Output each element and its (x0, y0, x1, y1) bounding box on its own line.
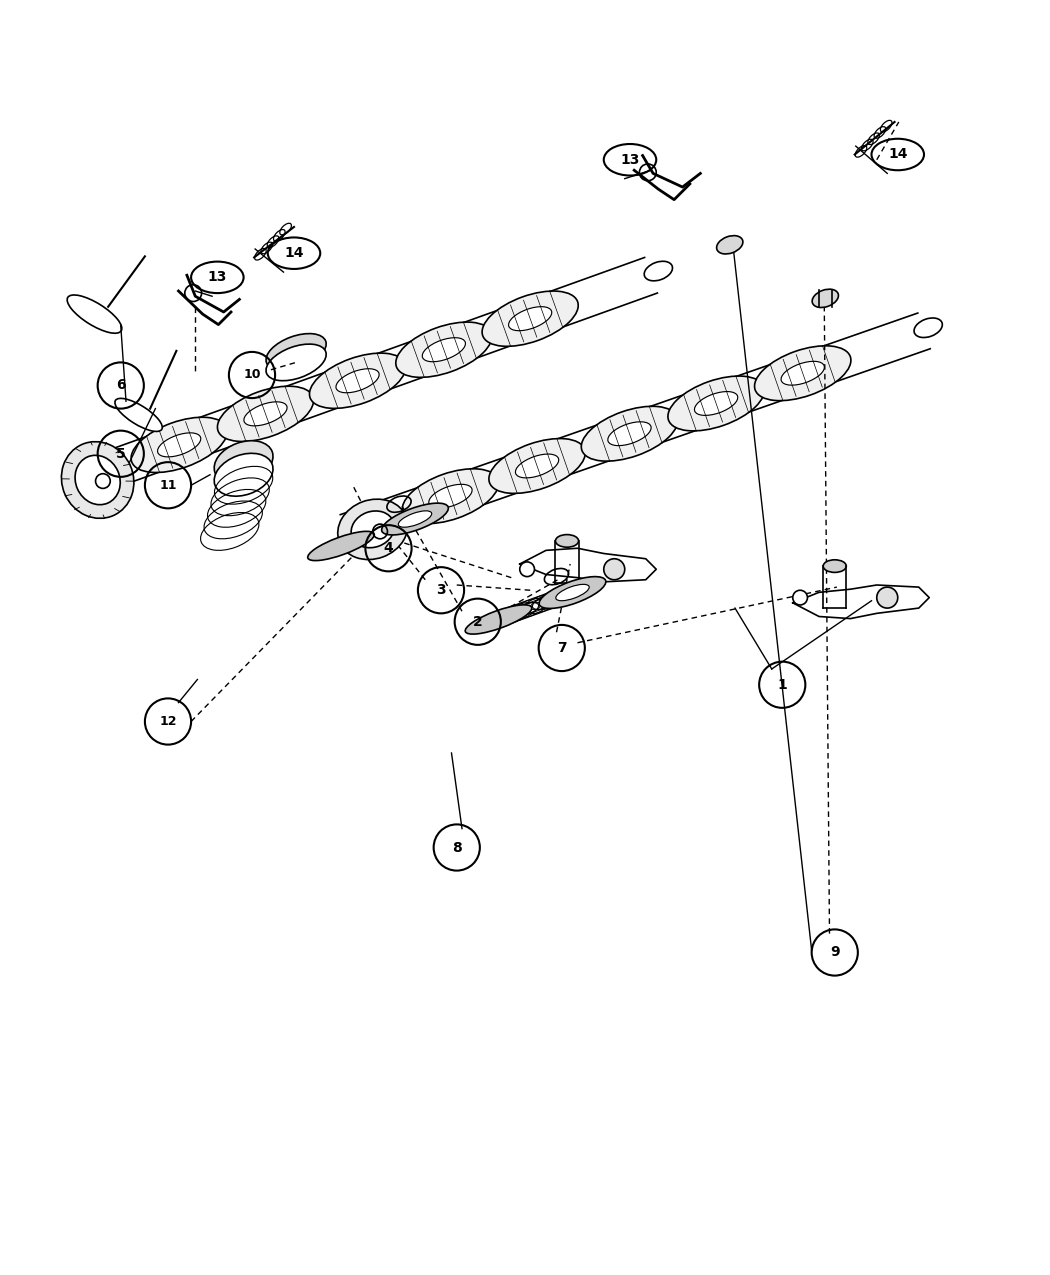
Text: 6: 6 (116, 379, 126, 393)
Ellipse shape (716, 236, 743, 254)
Text: 2: 2 (472, 615, 483, 629)
Ellipse shape (539, 576, 606, 608)
Ellipse shape (508, 307, 551, 330)
Ellipse shape (308, 532, 374, 561)
Text: 8: 8 (452, 840, 462, 854)
Ellipse shape (915, 317, 942, 338)
Ellipse shape (608, 422, 651, 446)
Ellipse shape (158, 432, 201, 456)
Circle shape (793, 590, 807, 604)
Ellipse shape (381, 504, 448, 536)
Circle shape (604, 558, 625, 580)
Text: 12: 12 (160, 715, 176, 728)
Ellipse shape (482, 291, 579, 347)
Ellipse shape (217, 386, 314, 441)
Ellipse shape (645, 261, 672, 280)
Ellipse shape (114, 398, 163, 431)
Ellipse shape (755, 346, 850, 400)
Ellipse shape (668, 376, 764, 431)
Text: 3: 3 (436, 583, 446, 597)
Ellipse shape (516, 454, 559, 478)
Ellipse shape (812, 289, 839, 307)
Ellipse shape (582, 407, 677, 462)
Ellipse shape (351, 511, 395, 548)
Ellipse shape (310, 353, 405, 408)
Ellipse shape (266, 344, 327, 381)
Ellipse shape (555, 584, 589, 601)
Ellipse shape (694, 391, 738, 416)
Ellipse shape (244, 402, 287, 426)
Ellipse shape (67, 295, 122, 333)
Ellipse shape (214, 441, 273, 483)
Ellipse shape (489, 439, 585, 493)
Ellipse shape (823, 560, 846, 572)
Ellipse shape (131, 417, 227, 473)
Ellipse shape (266, 334, 327, 370)
Ellipse shape (402, 469, 499, 524)
Ellipse shape (465, 604, 531, 634)
Ellipse shape (338, 499, 407, 560)
Text: 4: 4 (383, 542, 394, 555)
Circle shape (877, 586, 898, 608)
Text: 14: 14 (888, 148, 907, 162)
Circle shape (520, 562, 534, 576)
Ellipse shape (336, 368, 379, 393)
Ellipse shape (398, 511, 432, 528)
Ellipse shape (428, 484, 472, 509)
Ellipse shape (396, 323, 491, 377)
Ellipse shape (61, 441, 134, 519)
Text: 9: 9 (830, 946, 840, 960)
Text: 1: 1 (777, 678, 788, 692)
Ellipse shape (214, 454, 273, 496)
Text: 13: 13 (208, 270, 227, 284)
Ellipse shape (781, 361, 824, 385)
Text: 11: 11 (160, 478, 176, 492)
Text: 5: 5 (116, 446, 126, 460)
Text: 10: 10 (244, 368, 260, 381)
Text: 14: 14 (285, 246, 303, 260)
Text: 7: 7 (556, 641, 567, 655)
Ellipse shape (75, 455, 121, 505)
Text: 13: 13 (621, 153, 639, 167)
Ellipse shape (555, 534, 579, 547)
Ellipse shape (422, 338, 465, 362)
